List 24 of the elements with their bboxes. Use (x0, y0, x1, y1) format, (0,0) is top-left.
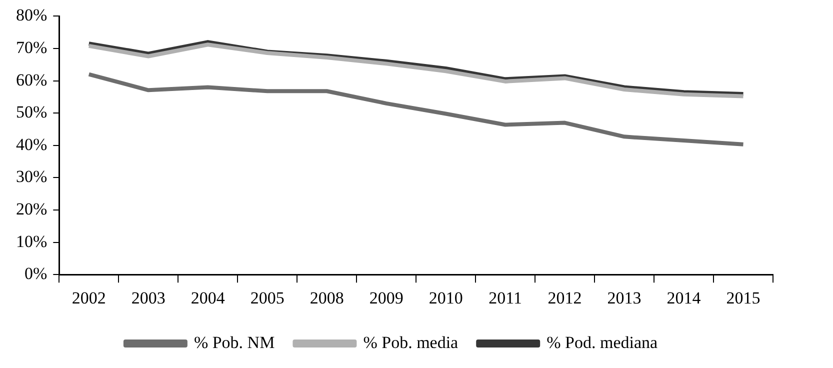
x-tick-label: 2002 (72, 288, 106, 308)
y-tick-label: 20% (16, 199, 48, 218)
legend-label: % Pob. NM (194, 332, 275, 352)
y-tick-label: 80% (16, 6, 48, 25)
y-tick-label: 70% (16, 38, 48, 57)
x-tick-label: 2009 (369, 288, 404, 308)
legend-label: % Pob. media (363, 332, 459, 352)
y-tick-label: 0% (24, 264, 48, 284)
y-tick-label: 60% (16, 70, 48, 90)
y-tick-label: 10% (16, 232, 48, 251)
x-tick-label: 2013 (607, 288, 642, 308)
x-tick-label: 2004 (190, 288, 226, 308)
legend-label: % Pod. mediana (546, 332, 658, 352)
x-tick-label: 2015 (726, 288, 760, 308)
x-tick-label: 2010 (428, 288, 463, 308)
x-tick-label: 2014 (666, 288, 702, 308)
x-tick-label: 2003 (131, 288, 166, 308)
x-tick-label: 2005 (250, 288, 284, 308)
x-tick-label: 2012 (548, 288, 582, 308)
y-tick-label: 30% (16, 167, 48, 186)
x-tick-label: 2011 (488, 288, 522, 308)
x-tick-label: 2008 (310, 288, 344, 308)
y-tick-label: 50% (16, 102, 48, 122)
y-tick-label: 40% (16, 134, 48, 154)
